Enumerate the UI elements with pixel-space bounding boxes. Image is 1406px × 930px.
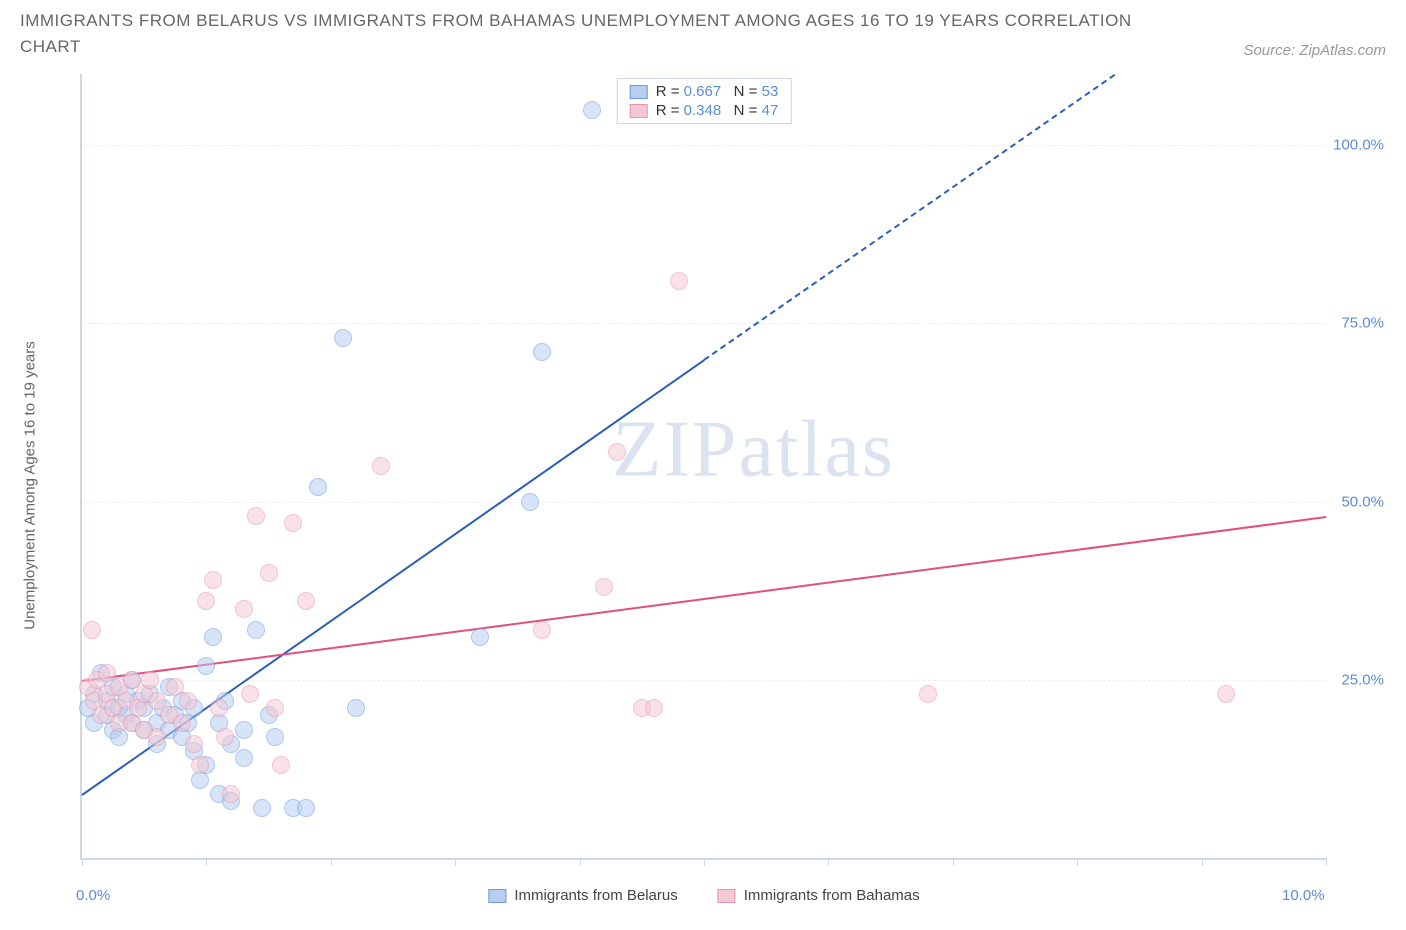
gridline-h [82, 502, 1326, 503]
data-point [334, 329, 352, 347]
data-point [533, 621, 551, 639]
data-point [284, 514, 302, 532]
x-tick [704, 858, 705, 866]
data-point [197, 592, 215, 610]
data-point [148, 728, 166, 746]
data-point [210, 699, 228, 717]
data-point [179, 692, 197, 710]
data-point [1217, 685, 1235, 703]
data-point [297, 799, 315, 817]
x-tick-label-left: 0.0% [76, 887, 110, 904]
x-tick [580, 858, 581, 866]
y-tick-label: 50.0% [1341, 493, 1384, 510]
legend-label-belarus: Immigrants from Belarus [514, 887, 677, 904]
legend-bottom: Immigrants from Belarus Immigrants from … [488, 887, 919, 904]
plot-area: ZIPatlas R = 0.667 N = 53 R = 0.348 N = … [80, 74, 1326, 860]
gridline-h [82, 145, 1326, 146]
data-point [533, 343, 551, 361]
swatch-bahamas-icon [718, 889, 736, 903]
legend-stats-belarus: R = 0.667 N = 53 [656, 83, 779, 100]
legend-label-bahamas: Immigrants from Bahamas [744, 887, 920, 904]
data-point [216, 728, 234, 746]
data-point [253, 799, 271, 817]
legend-item-belarus: Immigrants from Belarus [488, 887, 677, 904]
data-point [583, 101, 601, 119]
data-point [235, 721, 253, 739]
legend-item-bahamas: Immigrants from Bahamas [718, 887, 920, 904]
data-point [645, 699, 663, 717]
watermark: ZIPatlas [612, 405, 895, 496]
data-point [272, 756, 290, 774]
data-point [608, 443, 626, 461]
y-axis-label: Unemployment Among Ages 16 to 19 years [22, 341, 39, 630]
trend-line [82, 516, 1326, 682]
y-tick-label: 100.0% [1333, 137, 1384, 154]
data-point [266, 699, 284, 717]
data-point [235, 749, 253, 767]
data-point [197, 657, 215, 675]
x-tick [206, 858, 207, 866]
chart-title: IMMIGRANTS FROM BELARUS VS IMMIGRANTS FR… [20, 8, 1150, 59]
data-point [347, 699, 365, 717]
data-point [83, 621, 101, 639]
data-point [297, 592, 315, 610]
data-point [204, 628, 222, 646]
chart-container: Unemployment Among Ages 16 to 19 years Z… [60, 74, 1386, 880]
data-point [241, 685, 259, 703]
data-point [309, 478, 327, 496]
x-tick [1202, 858, 1203, 866]
legend-stats-bahamas: R = 0.348 N = 47 [656, 102, 779, 119]
x-tick [1326, 858, 1327, 866]
y-tick-label: 25.0% [1341, 671, 1384, 688]
data-point [247, 507, 265, 525]
x-tick [82, 858, 83, 866]
data-point [173, 714, 191, 732]
data-point [185, 735, 203, 753]
watermark-text-a: ZIP [612, 406, 738, 494]
data-point [595, 578, 613, 596]
data-point [191, 756, 209, 774]
swatch-belarus-icon [488, 889, 506, 903]
x-tick [828, 858, 829, 866]
legend-stats-box: R = 0.667 N = 53 R = 0.348 N = 47 [617, 78, 792, 124]
legend-row-belarus: R = 0.667 N = 53 [630, 83, 779, 100]
x-tick [953, 858, 954, 866]
swatch-belarus-icon [630, 85, 648, 99]
x-tick [331, 858, 332, 866]
x-tick-label-right: 10.0% [1282, 887, 1325, 904]
y-tick-label: 75.0% [1341, 315, 1384, 332]
data-point [266, 728, 284, 746]
gridline-h [82, 680, 1326, 681]
x-tick [455, 858, 456, 866]
data-point [222, 785, 240, 803]
source-attribution: Source: ZipAtlas.com [1243, 42, 1386, 59]
legend-row-bahamas: R = 0.348 N = 47 [630, 102, 779, 119]
data-point [235, 600, 253, 618]
x-tick [1077, 858, 1078, 866]
data-point [919, 685, 937, 703]
data-point [204, 571, 222, 589]
data-point [247, 621, 265, 639]
data-point [670, 272, 688, 290]
data-point [141, 671, 159, 689]
gridline-h [82, 323, 1326, 324]
swatch-bahamas-icon [630, 104, 648, 118]
watermark-text-b: atlas [738, 406, 895, 494]
data-point [260, 564, 278, 582]
data-point [521, 493, 539, 511]
data-point [372, 457, 390, 475]
data-point [471, 628, 489, 646]
